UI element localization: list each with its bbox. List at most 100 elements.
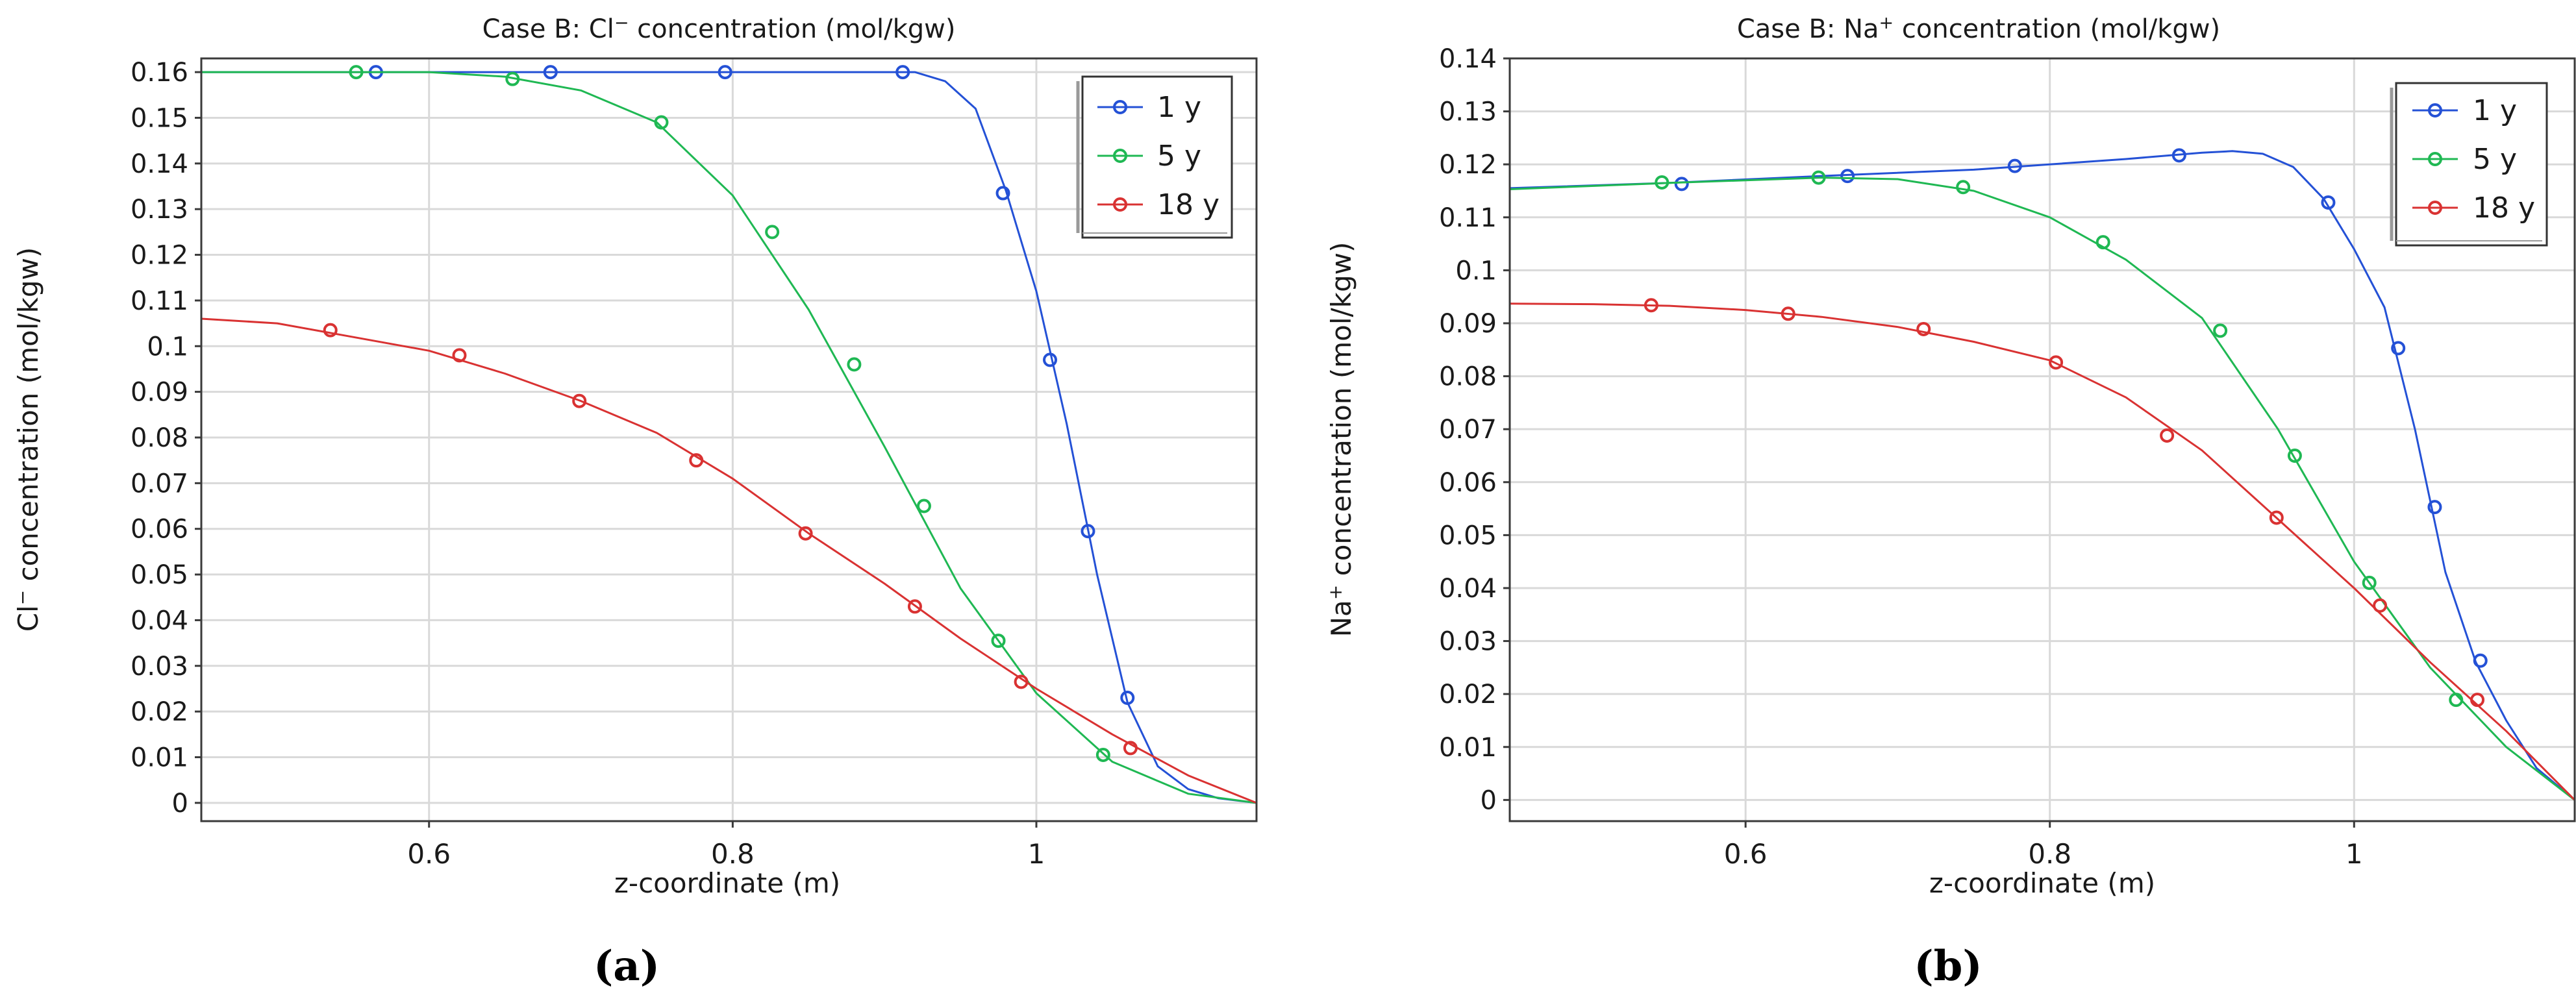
data-point-1y-b (2171, 148, 2186, 163)
data-point-1y-b (2473, 653, 2488, 668)
data-point-18y-a (689, 453, 704, 468)
ytick-label-a: 0.13 (131, 195, 188, 225)
data-point-18y-b (2049, 355, 2064, 370)
ytick-label-a: 0.15 (131, 103, 188, 133)
legend-entry-5y-b: 5 y (2412, 143, 2517, 176)
ytick-label-b: 0 (1481, 785, 1497, 815)
ytick-label-a: 0.04 (131, 606, 188, 635)
panel-label-b: (b) (1914, 942, 1982, 991)
legend-entry-1y-a: 1 y (1097, 91, 1201, 124)
ytick-label-b: 0.05 (1439, 521, 1497, 550)
data-point-5y-b (2287, 448, 2302, 463)
series-line-18y-b (1509, 302, 2576, 801)
data-point-1y-b (2007, 158, 2022, 173)
ytick-label-a: 0.14 (131, 149, 188, 179)
legend-b: 1 y 5 y 18 y (2390, 82, 2548, 247)
data-point-1y-b (2427, 500, 2442, 515)
data-point-18y-b (2373, 598, 2388, 613)
ytick-label-b: 0.14 (1439, 44, 1497, 74)
data-point-18y-b (1781, 306, 1795, 321)
data-point-1y-a (1081, 524, 1095, 539)
ytick-label-b: 0.09 (1439, 309, 1497, 339)
data-point-5y-a (654, 115, 669, 130)
data-point-5y-b (2362, 575, 2377, 590)
ytick-label-b: 0.02 (1439, 680, 1497, 709)
svg-text:5 y: 5 y (1157, 140, 1201, 173)
y-axis-label-b: Na+ concentration (mol/kgw) (1325, 242, 1357, 637)
xtick-label-b: 1 (2345, 838, 2363, 870)
svg-text:18 y: 18 y (2473, 191, 2535, 225)
data-point-1y-b (2391, 341, 2406, 356)
ytick-label-b: 0.13 (1439, 97, 1497, 127)
x-axis-label-a: z-coordinate (m) (614, 867, 840, 899)
plot-frame-b (1508, 57, 2576, 822)
legend-entry-5y-a: 5 y (1097, 140, 1201, 173)
svg-text:18 y: 18 y (1157, 188, 1219, 221)
data-point-1y-a (995, 186, 1010, 201)
data-point-18y-b (1644, 298, 1658, 313)
data-point-18y-b (2269, 510, 2284, 525)
ytick-label-b: 0.06 (1439, 468, 1497, 498)
data-point-5y-a (349, 65, 364, 80)
ytick-label-b: 0.12 (1439, 150, 1497, 180)
xtick-label-a: 0.6 (407, 838, 451, 870)
data-point-5y-b (1655, 175, 1669, 190)
ytick-label-b: 0.03 (1439, 627, 1497, 657)
series-line-5y-b (1509, 177, 2575, 801)
data-point-1y-a (1043, 352, 1058, 367)
svg-text:1 y: 1 y (1157, 91, 1201, 124)
ytick-label-b: 0.1 (1455, 256, 1497, 286)
legend-entry-18y-b: 18 y (2412, 191, 2535, 225)
data-point-18y-b (1916, 321, 1931, 336)
data-point-18y-a (1123, 741, 1138, 756)
series-line-18y-a (201, 317, 1257, 804)
xtick-label-a: 0.8 (711, 838, 755, 870)
data-point-18y-b (2160, 428, 2175, 443)
ytick-label-a: 0.03 (131, 652, 188, 682)
data-point-5y-b (1956, 180, 1971, 195)
data-point-18y-a (323, 323, 338, 338)
xtick-label-a: 1 (1028, 838, 1045, 870)
ytick-label-b: 0.07 (1439, 415, 1497, 445)
data-point-18y-b (2470, 693, 2485, 708)
data-point-5y-b (2449, 693, 2464, 708)
ytick-label-b: 0.01 (1439, 733, 1497, 763)
data-point-1y-a (543, 65, 558, 80)
data-point-5y-a (991, 634, 1006, 648)
ytick-label-a: 0.1 (147, 332, 188, 362)
data-point-5y-a (847, 357, 862, 372)
legend-box-a (1081, 75, 1233, 239)
data-point-5y-a (1095, 747, 1110, 762)
data-point-5y-b (2095, 235, 2110, 250)
ytick-label-b: 0.11 (1439, 203, 1497, 233)
xtick-label-b: 0.8 (2028, 838, 2071, 870)
ytick-label-a: 0.07 (131, 469, 188, 499)
data-point-5y-a (916, 499, 931, 513)
xtick-label-b: 0.6 (1724, 838, 1768, 870)
data-point-1y-a (895, 65, 910, 80)
data-point-1y-a (1120, 691, 1135, 706)
chart-title-a: Case B: Cl− concentration (mol/kgw) (482, 13, 956, 44)
ytick-label-a: 0.12 (131, 241, 188, 271)
data-point-18y-a (907, 599, 922, 614)
legend-entry-1y-b: 1 y (2412, 94, 2517, 127)
data-point-18y-a (452, 348, 467, 363)
data-point-18y-a (798, 526, 813, 541)
ytick-label-a: 0.08 (131, 423, 188, 453)
ytick-label-a: 0.02 (131, 697, 188, 727)
series-line-1y-a (201, 71, 1257, 804)
ytick-label-b: 0.04 (1439, 574, 1497, 604)
ytick-label-a: 0.16 (131, 58, 188, 88)
data-point-1y-a (718, 65, 732, 80)
chart-panel-b: Case B: Na+ concentration (mol/kgw) 0 0.0… (1325, 13, 2576, 991)
chart-panel-a: Case B: Cl− concentration (mol/kgw) 0 0.0… (12, 13, 1258, 991)
data-point-1y-b (1674, 177, 1689, 191)
svg-text:1 y: 1 y (2473, 94, 2517, 127)
legend-entry-18y-a: 18 y (1097, 188, 1219, 221)
data-point-18y-a (572, 393, 587, 408)
svg-text:5 y: 5 y (2473, 143, 2517, 176)
y-axis-label-a: Cl− concentration (mol/kgw) (12, 247, 44, 632)
plot-frame-a (200, 57, 1258, 822)
data-point-1y-b (1840, 169, 1855, 184)
